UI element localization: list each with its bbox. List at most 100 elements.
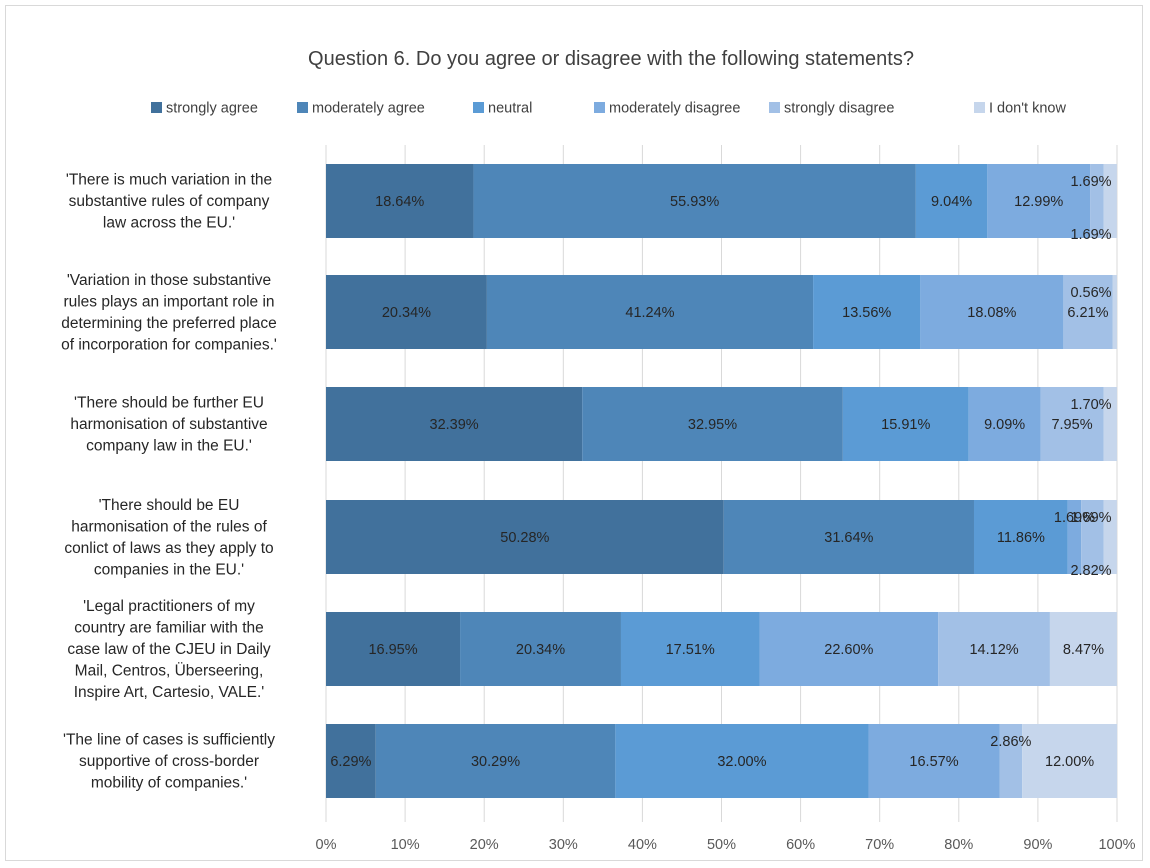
category-label-line: case law of the CJEU in Daily — [67, 641, 271, 658]
data-label: 1.69% — [1070, 510, 1111, 526]
data-label: 1.70% — [1070, 397, 1111, 413]
category-label-line: 'There should be EU — [99, 497, 240, 514]
data-label: 11.86% — [997, 530, 1045, 546]
data-label: 17.51% — [666, 642, 715, 658]
bar-segment — [473, 164, 916, 238]
bar-segment — [1103, 500, 1117, 574]
category-labels: 'There is much variation in the substanti… — [61, 172, 277, 792]
x-tick-label: 10% — [391, 837, 420, 853]
category-label-line: Mail, Centros, Überseering, — [75, 662, 264, 680]
bar-segment — [1103, 387, 1117, 461]
bar-segment — [326, 275, 487, 349]
data-label: 9.09% — [984, 417, 1025, 433]
bar-segment — [615, 724, 869, 798]
data-label: 0.56% — [1070, 285, 1111, 301]
data-label: 32.95% — [688, 417, 737, 433]
bar-segment — [375, 724, 616, 798]
x-tick-label: 20% — [470, 837, 499, 853]
category-label-line: conlict of laws as they apply to — [64, 540, 273, 557]
category-label-line: Inspire Art, Cartesio, VALE.' — [74, 684, 265, 701]
bar-segment — [915, 164, 988, 238]
x-tick-label: 30% — [549, 837, 578, 853]
data-label: 20.34% — [516, 642, 565, 658]
legend-label: moderately agree — [312, 101, 425, 117]
data-label: 22.60% — [824, 642, 873, 658]
data-label: 41.24% — [625, 305, 674, 321]
legend-swatch — [594, 102, 605, 113]
category-label-line: supportive of cross-border — [79, 753, 259, 770]
data-label: 31.64% — [824, 530, 873, 546]
data-label: 13.56% — [842, 305, 891, 321]
data-label: 12.99% — [1014, 194, 1063, 210]
category-label-line: determining the preferred place — [61, 315, 276, 332]
data-label: 18.08% — [967, 305, 1016, 321]
data-labels: 18.64% 55.93% 9.04% 12.99%1.69%1.69%20.34% 4… — [330, 174, 1111, 770]
x-tick-label: 80% — [944, 837, 973, 853]
bars — [326, 164, 1118, 798]
legend-swatch — [974, 102, 985, 113]
category-label-line: company law in the EU.' — [86, 438, 252, 455]
data-label: 2.86% — [990, 734, 1031, 750]
legend-label: strongly disagree — [784, 101, 894, 117]
bar-segment — [326, 164, 474, 238]
bar-segment — [460, 612, 621, 686]
x-axis-ticks: 0% 10% 20% 30% 40% 50% 60% 70% 80% 90% 100% — [316, 837, 1136, 853]
data-label: 15.91% — [881, 417, 930, 433]
category-label-line: 'There should be further EU — [74, 395, 264, 412]
data-label: 6.21% — [1067, 305, 1108, 321]
category-label-line: law across the EU.' — [103, 215, 235, 232]
bar-segment — [1067, 500, 1082, 574]
data-label: 50.28% — [500, 530, 549, 546]
bar-segment — [1040, 387, 1104, 461]
chart-frame — [5, 5, 1143, 861]
category-label-line: mobility of companies.' — [91, 775, 247, 792]
bar-segment — [1112, 275, 1117, 349]
bar-segment — [759, 612, 939, 686]
x-tick-label: 100% — [1098, 837, 1135, 853]
bar-segment — [1049, 612, 1117, 686]
category-label-line: harmonisation of substantive — [70, 416, 267, 433]
legend-item: I don't know — [974, 101, 1066, 117]
bar-segment — [486, 275, 814, 349]
category-label-line: 'The line of cases is sufficiently — [63, 732, 275, 749]
chart-title: Question 6. Do you agree or disagree wit… — [308, 48, 914, 70]
data-label: 12.00% — [1045, 754, 1094, 770]
bar-segment — [326, 500, 724, 574]
category-label-line: rules plays an important role in — [63, 293, 274, 310]
x-tick-label: 70% — [865, 837, 894, 853]
data-label: 18.64% — [375, 194, 424, 210]
category-label: 'There is much variation in the substanti… — [66, 172, 272, 232]
bar-segment — [1103, 164, 1117, 238]
legend-item: moderately disagree — [594, 101, 740, 117]
bar-segment — [326, 387, 583, 461]
legend-swatch — [151, 102, 162, 113]
x-tick-label: 60% — [786, 837, 815, 853]
data-label: 32.39% — [430, 417, 479, 433]
legend-label: I don't know — [989, 101, 1066, 117]
x-tick-label: 50% — [707, 837, 736, 853]
data-label: 6.29% — [330, 754, 371, 770]
data-label: 30.29% — [471, 754, 520, 770]
legend-item: strongly disagree — [769, 101, 894, 117]
x-tick-label: 0% — [316, 837, 337, 853]
legend-label: moderately disagree — [609, 101, 740, 117]
data-label: 14.12% — [969, 642, 1018, 658]
bar-segment — [1022, 724, 1118, 798]
legend-label: neutral — [488, 101, 532, 117]
bar-segment — [723, 500, 974, 574]
data-label: 7.95% — [1051, 417, 1092, 433]
legend-item: strongly agree — [151, 101, 258, 117]
data-label: 8.47% — [1063, 642, 1104, 658]
category-label: 'The line of cases is sufficiently suppor… — [63, 732, 275, 792]
legend-swatch — [769, 102, 780, 113]
data-label: 16.57% — [909, 754, 958, 770]
data-label: 32.00% — [717, 754, 766, 770]
category-label-line: 'Variation in those substantive — [67, 272, 271, 289]
category-label-line: harmonisation of the rules of — [71, 518, 267, 535]
bar-segment — [1081, 500, 1104, 574]
bar-segment — [326, 724, 376, 798]
category-label-line: substantive rules of company — [69, 193, 270, 210]
category-label-line: of incorporation for companies.' — [61, 336, 277, 353]
legend-label: strongly agree — [166, 101, 258, 117]
